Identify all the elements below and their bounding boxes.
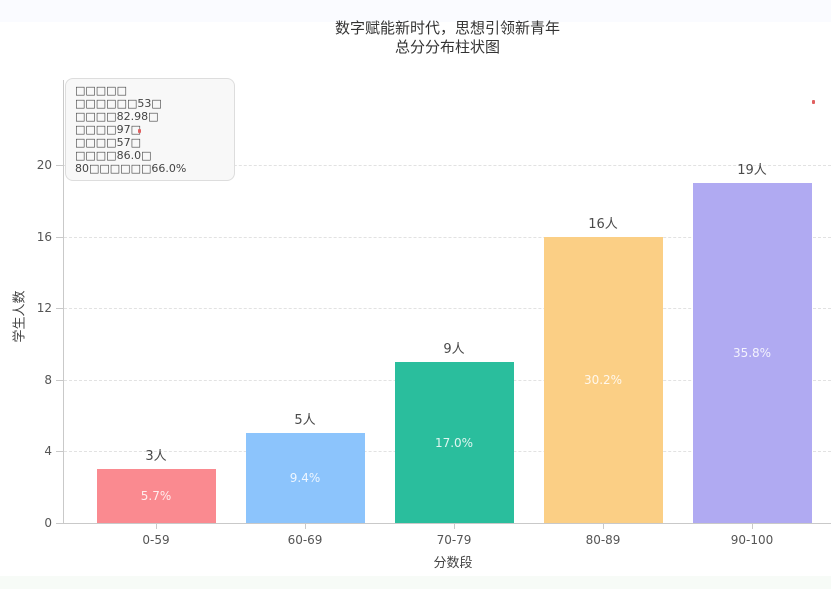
chart-title-line2: 总分分布柱状图 — [394, 38, 500, 56]
y-tick-label: 20 — [36, 158, 52, 172]
gridline — [64, 308, 831, 309]
bar-count-label: 16人 — [588, 217, 618, 232]
stats-line: □□□□86.0□ — [75, 149, 152, 162]
x-tick-label: 60-69 — [287, 533, 323, 547]
bar-count-label: 9人 — [443, 342, 465, 357]
bottom-strip — [0, 576, 831, 589]
y-tick-label: 8 — [44, 373, 52, 387]
bar — [245, 433, 365, 523]
red-speck — [138, 129, 141, 133]
bar-count-label: 5人 — [294, 413, 316, 428]
bar-count-label: 19人 — [737, 163, 767, 178]
bar-percent-label: 30.2% — [583, 373, 623, 387]
y-tick-label: 12 — [36, 301, 52, 315]
y-tick-label: 16 — [36, 230, 52, 244]
stats-line: □□□□57□ — [75, 136, 141, 149]
bar-percent-label: 17.0% — [434, 436, 474, 450]
y-axis-label: 学生人数 — [12, 290, 28, 343]
chart-title: 数字赋能新时代，思想引领新青年 总分分布柱状图 — [64, 19, 831, 57]
y-tick-mark — [56, 308, 63, 309]
y-tick-label: 0 — [44, 516, 52, 530]
y-tick-mark — [56, 380, 63, 381]
bar-percent-label: 35.8% — [732, 346, 772, 360]
x-tick-label: 80-89 — [585, 533, 621, 547]
bar-percent-label: 5.7% — [140, 489, 172, 503]
y-tick-mark — [56, 237, 63, 238]
x-axis-label: 分数段 — [433, 556, 473, 571]
y-axis-spine — [63, 80, 64, 524]
x-tick-mark — [752, 524, 753, 529]
bar — [96, 469, 216, 523]
stats-line: □□□□97□ — [75, 123, 141, 136]
bar — [692, 183, 812, 523]
bar — [394, 362, 514, 523]
x-tick-mark — [305, 524, 306, 529]
y-tick-mark — [56, 451, 63, 452]
top-strip — [0, 0, 831, 22]
stats-line: □□□□□□53□ — [75, 97, 162, 110]
x-tick-mark — [156, 524, 157, 529]
x-tick-label: 90-100 — [730, 533, 774, 547]
stats-line: □□□□82.98□ — [75, 110, 159, 123]
y-tick-label: 4 — [44, 444, 52, 458]
bar-count-label: 3人 — [145, 449, 167, 464]
bar-percent-label: 9.4% — [289, 471, 321, 485]
gridline — [64, 165, 831, 166]
chart-title-line1: 数字赋能新时代，思想引领新青年 — [334, 19, 560, 37]
stats-line: □□□□□ — [75, 84, 127, 97]
x-tick-mark — [454, 524, 455, 529]
x-tick-mark — [603, 524, 604, 529]
x-tick-label: 0-59 — [142, 533, 170, 547]
stats-line: 80□□□□□□66.0% — [75, 162, 187, 175]
x-axis-spine — [63, 523, 831, 524]
gridline — [64, 237, 831, 238]
y-tick-mark — [56, 165, 63, 166]
bar — [543, 237, 663, 523]
x-tick-label: 70-79 — [436, 533, 472, 547]
stats-box: □□□□□ □□□□□□53□ □□□□82.98□ □□□□97□ □□□□5… — [65, 78, 235, 181]
y-tick-mark — [56, 523, 63, 524]
red-speck — [812, 100, 815, 104]
